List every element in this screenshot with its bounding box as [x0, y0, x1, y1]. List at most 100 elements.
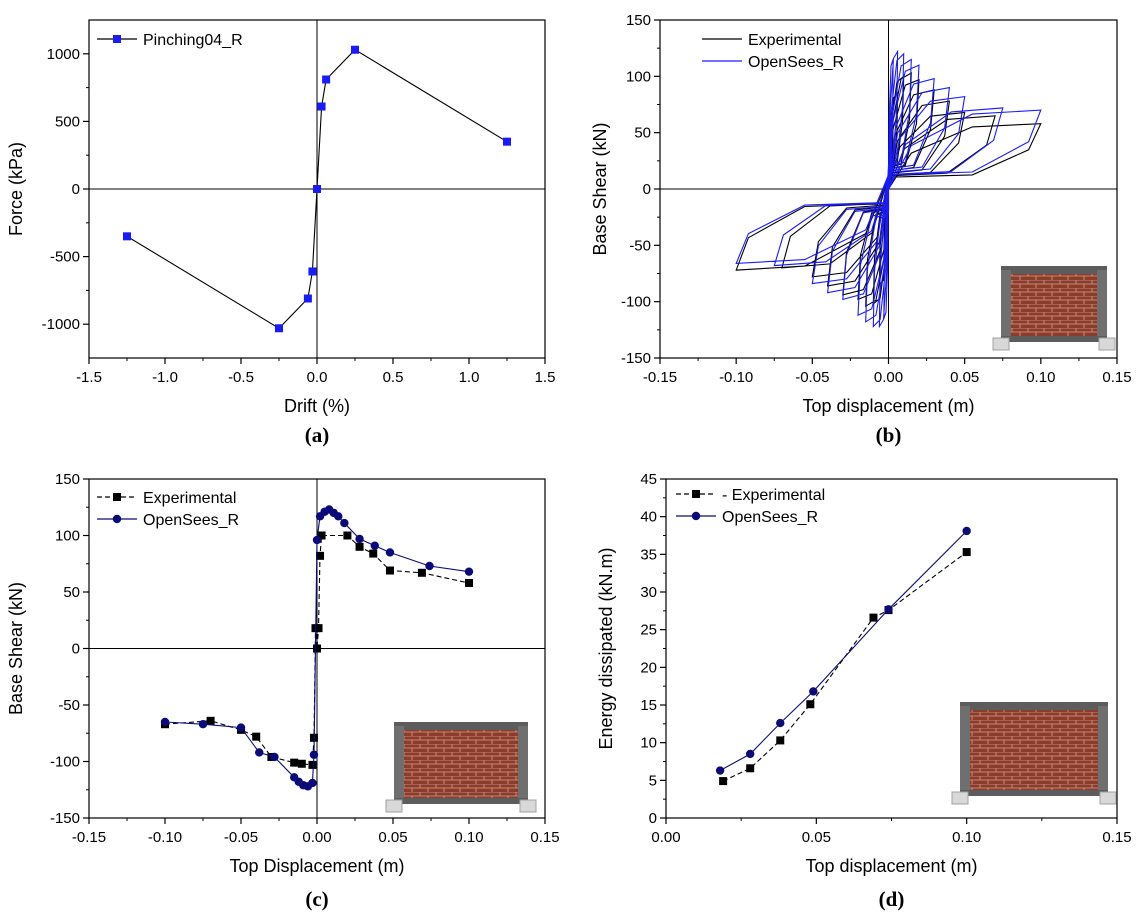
panel-label: (b): [876, 423, 902, 447]
x-axis-title: Drift (%): [284, 396, 350, 416]
data-point: [962, 526, 971, 536]
panel-d-chart: 0.00 0.05 0.10 0.15 0 5 10 15 20 25 30 35 40 45 Top di…: [596, 471, 1132, 911]
wall-right-column: [1097, 270, 1107, 336]
y-axis-title: Base Shear (kN): [6, 582, 26, 715]
y-tick-label: -100: [50, 754, 80, 771]
wall-left-column: [394, 726, 404, 798]
x-tick-label: 0.15: [1102, 369, 1131, 386]
wall-left-support: [992, 337, 1010, 351]
data-point: [317, 102, 326, 111]
data-point: [236, 723, 246, 732]
series-0-line: [722, 551, 968, 782]
data-point: [425, 561, 434, 571]
data-point: [316, 551, 325, 560]
panel-b-chart: -0.15 -0.10 -0.05 0.00 0.05 0.10 0.15 -150 -100 -…: [590, 12, 1132, 447]
y-axis-title: Base Shear (kN): [590, 122, 610, 255]
data-point: [198, 720, 208, 729]
x-tick-label: 0.05: [950, 369, 979, 386]
legend-marker: [692, 490, 700, 498]
legend-item: OpenSees_R: [702, 54, 844, 71]
x-tick-label: 1.5: [535, 369, 556, 386]
data-point: [275, 324, 283, 333]
wall-top-beam: [960, 702, 1108, 710]
data-point: [322, 75, 331, 84]
data-point: [464, 567, 474, 576]
data-point: [313, 185, 321, 193]
panel-label: (a): [305, 423, 330, 447]
y-tick-label: 45: [640, 471, 657, 488]
y-tick-label: 150: [626, 12, 651, 29]
data-point: [314, 624, 323, 633]
x-tick-label: 0.00: [651, 829, 680, 846]
y-tick-label: -1000: [42, 316, 80, 333]
wall-bottom-beam: [394, 798, 528, 804]
data-point: [385, 548, 395, 557]
y-tick-label: 150: [55, 471, 80, 488]
legend-item: OpenSees_R: [97, 512, 239, 529]
wall-bottom-beam: [960, 790, 1108, 796]
data-point: [351, 45, 359, 54]
data-point: [340, 518, 349, 528]
y-tick-label: 40: [640, 509, 657, 526]
wall-bottom-beam: [1001, 336, 1107, 342]
panel-label: (d): [879, 887, 905, 911]
data-point: [255, 748, 264, 757]
x-tick-label: 0.5: [383, 369, 404, 386]
x-tick-label: -0.05: [224, 829, 258, 846]
data-point: [417, 568, 426, 577]
legend-item: Experimental: [702, 32, 841, 49]
legend-item: Experimental: [97, 490, 236, 507]
x-axis-title: Top displacement (m): [802, 396, 974, 416]
legend-marker: [112, 514, 122, 524]
data-point: [355, 534, 364, 544]
wall-right-column: [1098, 706, 1108, 790]
wall-brick-infill: [404, 730, 518, 798]
data-point: [309, 750, 319, 759]
y-tick-label: 25: [640, 622, 657, 639]
x-tick-label: -1.0: [152, 369, 178, 386]
x-tick-label: -0.15: [72, 829, 106, 846]
x-tick-label: 0.10: [1026, 369, 1055, 386]
wall-top-beam: [394, 722, 528, 730]
x-tick-label: -0.5: [228, 369, 254, 386]
data-point: [343, 531, 352, 540]
plot-area: [160, 505, 474, 791]
data-point: [313, 644, 321, 653]
data-point: [355, 542, 364, 551]
y-tick-label: 50: [634, 125, 651, 142]
y-axis-title: Force (kPa): [6, 142, 26, 236]
data-point: [308, 778, 317, 788]
data-point: [746, 764, 755, 773]
legend-label: Pinching04_R: [143, 32, 243, 49]
data-point: [465, 578, 473, 587]
data-point: [715, 766, 725, 775]
legend-label: Experimental: [143, 490, 236, 507]
y-tick-label: 1000: [47, 46, 80, 63]
x-tick-label: 0.10: [952, 829, 981, 846]
x-tick-label: 0.10: [454, 829, 483, 846]
y-tick-label: 5: [649, 772, 657, 789]
wall-right-support: [1099, 791, 1117, 805]
y-tick-label: 15: [640, 697, 657, 714]
y-tick-label: 100: [55, 528, 80, 545]
plot-area: [735, 49, 1042, 329]
panel-a-chart: -1.5 -1.0 -0.5 0.0 0.5 1.0 1.5 -1000 -500 0 500 100…: [6, 19, 556, 447]
panel-c-chart: -0.15 -0.10 -0.05 0.00 0.05 0.10 0.15 -150 -100 -…: [6, 471, 560, 911]
y-tick-label: 0: [72, 641, 80, 658]
x-tick-label: 0.05: [378, 829, 407, 846]
data-point: [369, 549, 378, 558]
legend-marker: [691, 511, 701, 521]
data-point: [370, 541, 379, 550]
wall-right-support: [519, 799, 537, 813]
plot-area: [123, 45, 511, 333]
data-point: [806, 700, 815, 709]
y-tick-label: 50: [63, 584, 80, 601]
y-tick-label: 30: [640, 584, 657, 601]
data-point: [809, 687, 818, 696]
y-tick-label: -150: [50, 810, 80, 827]
legend-label: Experimental: [748, 32, 841, 49]
y-tick-label: 20: [640, 659, 657, 676]
x-tick-label: 0.00: [874, 369, 903, 386]
data-point: [776, 718, 785, 728]
y-tick-label: -50: [58, 697, 80, 714]
